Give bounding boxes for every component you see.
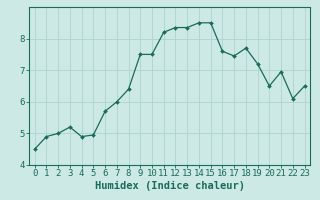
X-axis label: Humidex (Indice chaleur): Humidex (Indice chaleur) xyxy=(95,181,244,191)
